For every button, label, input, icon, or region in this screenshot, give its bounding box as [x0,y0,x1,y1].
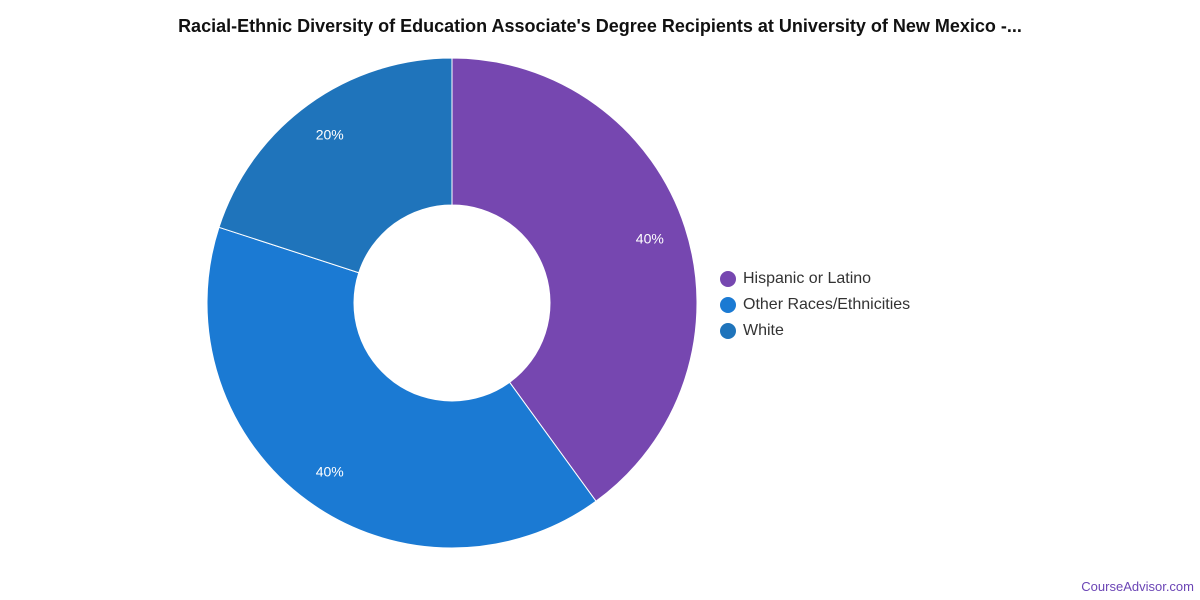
chart-legend: Hispanic or Latino Other Races/Ethnicitie… [720,266,910,344]
legend-swatch-icon [720,271,736,287]
chart-title: Racial-Ethnic Diversity of Education Ass… [178,16,1022,36]
slice-label-other-races-ethnicities: 40% [316,463,344,479]
legend-label: White [743,322,784,339]
legend-item-white[interactable]: White [720,318,910,344]
slice-white[interactable] [218,57,453,274]
donut-slices [206,57,698,549]
slice-label-hispanic-or-latino: 40% [636,231,664,247]
slice-labels: 40% 40% 20% [316,127,664,480]
legend-item-hispanic-or-latino[interactable]: Hispanic or Latino [720,266,910,292]
slice-other-races-ethnicities[interactable] [206,226,597,549]
legend-item-other-races-ethnicities[interactable]: Other Races/Ethnicities [720,292,910,318]
legend-swatch-icon [720,323,736,339]
brand-link[interactable]: CourseAdvisor.com [1081,579,1194,594]
legend-swatch-icon [720,297,736,313]
legend-label: Other Races/Ethnicities [743,296,911,313]
legend-label: Hispanic or Latino [743,270,872,287]
slice-hispanic-or-latino[interactable] [451,57,698,502]
slice-label-white: 20% [316,127,344,143]
